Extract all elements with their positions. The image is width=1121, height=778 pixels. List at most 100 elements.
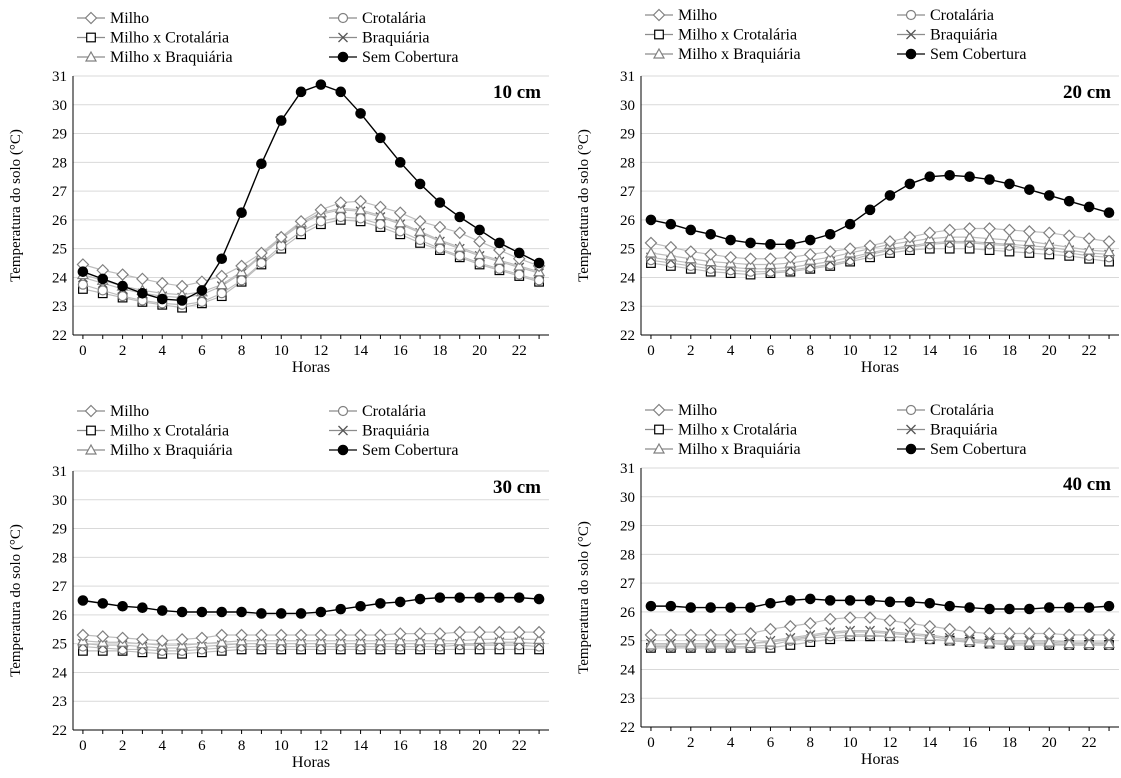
data-point xyxy=(903,628,916,640)
data-point xyxy=(1003,223,1016,237)
data-point xyxy=(684,252,697,264)
data-point xyxy=(433,233,446,245)
data-point xyxy=(77,279,89,290)
x-axis-label: Horas xyxy=(292,359,330,376)
x-tick-label: 4 xyxy=(159,343,167,359)
data-point xyxy=(473,248,486,260)
x-tick-label: 14 xyxy=(922,735,938,751)
data-point xyxy=(983,627,996,640)
y-tick-label: 28 xyxy=(52,550,67,566)
y-tick-label: 27 xyxy=(620,184,636,200)
data-point xyxy=(724,250,737,264)
x-tick-label: 2 xyxy=(687,735,695,751)
data-point xyxy=(843,242,857,256)
legend-label: Crotalária xyxy=(930,402,994,419)
data-point xyxy=(764,252,777,266)
data-point xyxy=(664,638,677,650)
data-point xyxy=(215,278,228,290)
data-point xyxy=(314,628,328,642)
data-point xyxy=(784,632,797,644)
data-point xyxy=(863,239,877,253)
data-point xyxy=(216,606,228,618)
y-tick-label: 31 xyxy=(52,464,67,480)
data-point xyxy=(433,220,447,234)
data-point xyxy=(904,178,916,190)
data-point xyxy=(943,230,956,242)
x-tick-label: 2 xyxy=(119,343,127,359)
data-point xyxy=(944,600,956,612)
data-point xyxy=(117,600,128,612)
x-tick-label: 8 xyxy=(238,343,246,359)
data-point xyxy=(394,634,407,646)
y-tick-label: 23 xyxy=(620,691,635,707)
milho-x-crotalaria-marker-icon xyxy=(654,29,664,40)
x-tick-label: 18 xyxy=(1002,735,1017,751)
data-point xyxy=(844,625,857,637)
data-point xyxy=(196,606,208,618)
data-point xyxy=(764,622,777,636)
data-point xyxy=(274,230,288,244)
y-tick-label: 29 xyxy=(52,522,67,538)
x-tick-label: 6 xyxy=(198,738,206,754)
data-point xyxy=(1003,627,1016,640)
legend-label: Milho xyxy=(110,10,149,27)
data-point xyxy=(645,600,657,612)
y-tick-label: 24 xyxy=(620,662,636,678)
data-point xyxy=(176,295,188,306)
data-point xyxy=(494,237,505,249)
data-point xyxy=(785,595,796,606)
data-point xyxy=(512,625,526,639)
y-tick-label: 26 xyxy=(620,213,636,229)
x-tick-label: 12 xyxy=(313,343,328,359)
data-point xyxy=(744,252,757,266)
x-tick-label: 12 xyxy=(882,343,897,359)
braquiaria-marker-icon xyxy=(906,29,916,40)
series-line xyxy=(650,174,1110,246)
data-point xyxy=(864,595,876,606)
data-point xyxy=(1063,240,1076,252)
depth-label: 20 cm xyxy=(1063,82,1111,103)
data-point xyxy=(803,248,817,261)
crotalaria-marker-icon xyxy=(337,12,349,24)
data-point xyxy=(255,628,268,642)
data-point xyxy=(684,245,698,258)
data-point xyxy=(1042,627,1056,640)
data-point xyxy=(983,635,996,647)
data-point xyxy=(155,276,169,290)
data-point xyxy=(374,628,387,642)
legend-item-milho-x-braquiaria: Milho x Braquiária xyxy=(77,49,233,66)
legend-item-sem-cobertura: Sem Cobertura xyxy=(329,49,458,66)
data-point xyxy=(684,638,697,650)
legend-item-milho-x-braquiaria: Milho x Braquiária xyxy=(645,46,801,63)
data-point xyxy=(924,597,936,609)
data-point xyxy=(315,606,327,618)
data-point xyxy=(1043,190,1055,201)
milho-marker-icon xyxy=(84,404,98,418)
y-tick-label: 22 xyxy=(620,720,635,736)
legend-item-braquiaria: Braquiária xyxy=(897,422,998,439)
data-point xyxy=(803,617,817,630)
x-tick-label: 16 xyxy=(962,343,978,359)
series-line xyxy=(82,200,540,287)
data-point xyxy=(824,228,836,240)
data-point xyxy=(453,226,467,240)
legend-label: Sem Cobertura xyxy=(930,441,1026,458)
legend-label: Milho x Crotalária xyxy=(678,27,797,44)
data-point xyxy=(1004,603,1015,615)
data-point xyxy=(1083,637,1096,649)
data-point xyxy=(1063,602,1075,613)
data-point xyxy=(963,230,976,242)
data-point xyxy=(964,171,975,183)
data-point xyxy=(1083,602,1095,613)
data-point xyxy=(433,627,447,640)
data-point xyxy=(494,592,505,603)
x-tick-label: 4 xyxy=(159,738,167,754)
legend-label: Milho x Braquiária xyxy=(110,49,233,66)
legend-item-milho: Milho xyxy=(645,402,717,419)
y-tick-label: 30 xyxy=(52,98,67,114)
data-point xyxy=(784,250,797,264)
data-point xyxy=(216,253,228,265)
data-point xyxy=(473,633,486,644)
data-point xyxy=(454,211,466,223)
